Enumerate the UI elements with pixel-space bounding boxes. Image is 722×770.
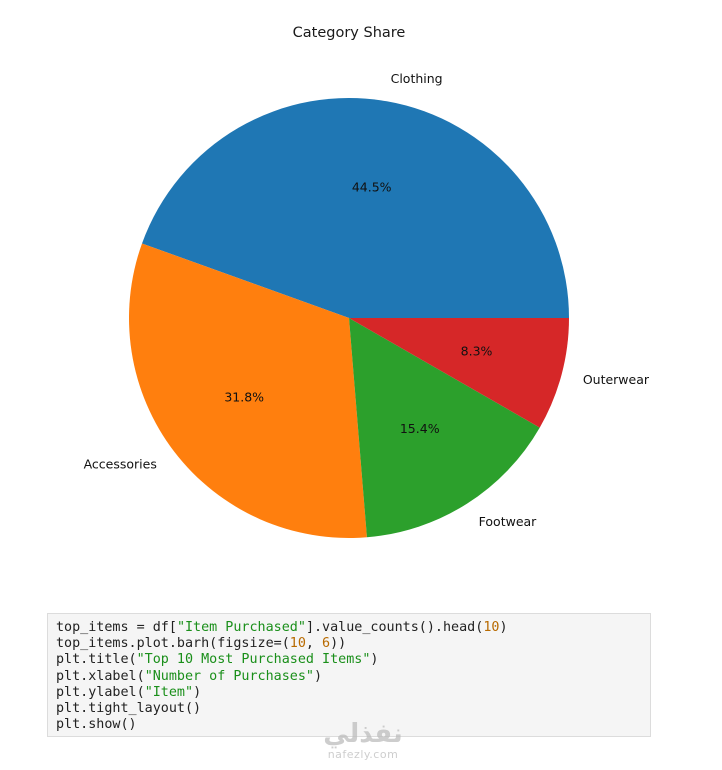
code-line: top_items.plot.barh(figsize=(10, 6)) <box>56 636 642 652</box>
code-token: ) <box>370 652 379 668</box>
code-token-str: "Top 10 Most Purchased Items" <box>136 652 371 668</box>
code-token: top_items.plot.barh(figsize=( <box>56 636 290 652</box>
code-token: plt.show() <box>56 717 137 733</box>
code-token-str: "Number of Purchases" <box>144 668 314 684</box>
code-token-num: 6 <box>322 636 331 652</box>
code-token: plt.title( <box>56 652 137 668</box>
pie-category-label: Clothing <box>391 71 443 86</box>
code-token: ) <box>193 684 202 700</box>
code-line: top_items = df["Item Purchased"].value_c… <box>56 620 642 636</box>
code-token-str: "Item" <box>144 684 194 700</box>
watermark: نفذلي nafezly.com <box>318 720 408 761</box>
code-token: top_items = df[ <box>56 620 177 635</box>
pie-category-label: Accessories <box>84 457 157 472</box>
pie-category-label: Footwear <box>479 514 538 529</box>
pie-percent-label: 15.4% <box>400 421 440 436</box>
code-token-num: 10 <box>483 620 500 635</box>
pie-percent-label: 31.8% <box>224 390 264 405</box>
pie-category-label: Outerwear <box>583 372 650 387</box>
pie-slice-accessories <box>129 243 367 538</box>
code-line: plt.show() <box>56 717 642 733</box>
chart-title: Category Share <box>293 25 406 41</box>
code-line: plt.title("Top 10 Most Purchased Items") <box>56 652 642 668</box>
code-token: ) <box>314 668 323 684</box>
code-line: plt.xlabel("Number of Purchases") <box>56 669 642 685</box>
code-token: )) <box>330 636 347 652</box>
code-line: plt.tight_layout() <box>56 701 642 717</box>
pie-percent-label: 8.3% <box>461 344 493 359</box>
watermark-logo: نفذلي <box>323 719 403 749</box>
code-token: ) <box>499 620 508 635</box>
code-token-str: "Item Purchased" <box>176 620 306 635</box>
pie-slice-clothing <box>142 98 569 318</box>
code-line: plt.ylabel("Item") <box>56 685 642 701</box>
code-cell: top_items = df["Item Purchased"].value_c… <box>47 613 651 737</box>
code-token: plt.xlabel( <box>56 668 145 684</box>
pie-slice-footwear <box>349 318 540 538</box>
pie-percent-label: 44.5% <box>352 179 392 194</box>
code-token: plt.ylabel( <box>56 684 145 700</box>
pie-chart: Category Share 44.5% 31.8% 15.4% 8.3% Cloth… <box>84 25 650 538</box>
pie-slice-outerwear <box>349 318 569 428</box>
code-token: ].value_counts().head( <box>305 620 484 635</box>
watermark-site: nafezly.com <box>327 748 399 761</box>
code-token-num: 10 <box>289 636 306 652</box>
code-token: plt.tight_layout() <box>56 700 202 716</box>
code-token: , <box>305 636 323 652</box>
